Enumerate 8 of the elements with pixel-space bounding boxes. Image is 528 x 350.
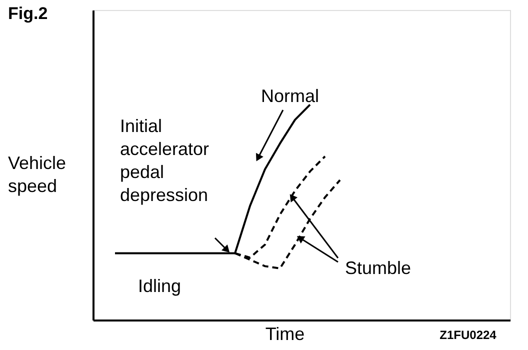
text: Z1FU0224: [440, 328, 497, 342]
chart-title: Fig.2: [8, 4, 48, 23]
y-axis-title: Vehicle speed: [8, 153, 66, 196]
x-axis-title: Time: [265, 324, 305, 344]
text: Stumble: [345, 258, 412, 278]
series-label: Normal: [261, 86, 320, 106]
annotation: Initial accelerator pedal depression: [120, 116, 210, 205]
annotation: Idling: [138, 276, 182, 296]
